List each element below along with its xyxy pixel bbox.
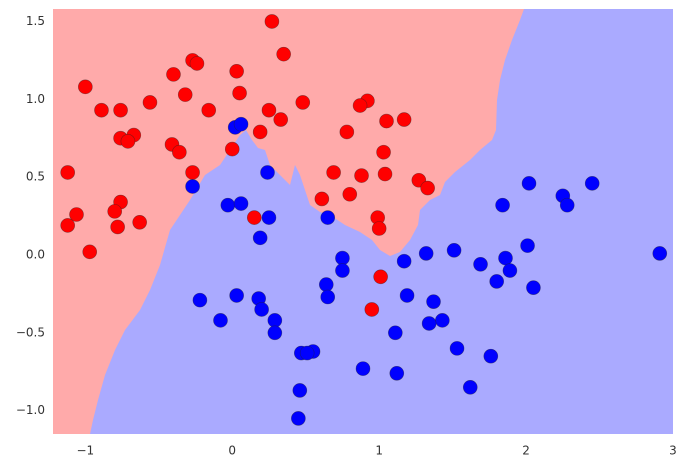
y-tick-label: 0.0 xyxy=(26,247,45,261)
point xyxy=(224,141,240,157)
point xyxy=(426,294,441,309)
point xyxy=(520,238,535,253)
point xyxy=(396,112,412,127)
point xyxy=(326,165,341,180)
point xyxy=(291,411,306,426)
point xyxy=(107,204,123,219)
point xyxy=(120,134,136,149)
point xyxy=(82,244,98,260)
x-tick-label: 1 xyxy=(375,444,383,458)
point xyxy=(559,197,575,213)
x-tick-label: 3 xyxy=(669,444,677,458)
point xyxy=(502,263,518,278)
point xyxy=(252,124,268,140)
point xyxy=(342,186,358,202)
point xyxy=(213,313,228,328)
x-tick-label: 0 xyxy=(228,444,236,458)
point xyxy=(421,316,437,331)
point xyxy=(172,144,187,160)
point xyxy=(526,280,541,295)
point xyxy=(185,179,200,194)
point xyxy=(435,313,450,328)
point xyxy=(584,176,600,191)
point xyxy=(339,124,355,140)
point xyxy=(192,292,208,308)
point xyxy=(373,269,388,285)
point xyxy=(166,67,181,82)
point xyxy=(446,243,462,258)
point xyxy=(388,325,403,341)
point xyxy=(420,180,435,196)
point xyxy=(267,325,283,341)
x-tick-label: 2 xyxy=(522,444,530,458)
point xyxy=(220,197,236,213)
point xyxy=(299,345,315,361)
point xyxy=(189,56,205,71)
point xyxy=(132,214,147,230)
y-tick-label: 1.5 xyxy=(26,14,45,28)
point xyxy=(376,144,391,160)
point xyxy=(364,302,380,317)
point xyxy=(60,218,75,233)
point xyxy=(201,102,217,118)
point xyxy=(295,95,311,110)
point xyxy=(473,257,488,272)
point xyxy=(449,341,465,356)
x-tick-label: −1 xyxy=(76,444,94,458)
point xyxy=(261,210,277,225)
y-tick-label: 1.0 xyxy=(26,92,45,106)
point xyxy=(335,263,350,278)
point xyxy=(377,166,393,182)
point xyxy=(232,85,247,101)
point xyxy=(264,14,280,29)
y-tick-label: −1.0 xyxy=(16,403,45,417)
point xyxy=(292,383,308,398)
point xyxy=(320,289,336,305)
point xyxy=(418,246,434,261)
point xyxy=(354,168,369,183)
point xyxy=(495,197,510,213)
point xyxy=(489,274,504,289)
point xyxy=(261,102,277,118)
point xyxy=(246,210,262,225)
point xyxy=(260,165,275,180)
point xyxy=(185,165,200,180)
point xyxy=(335,250,350,266)
point xyxy=(229,288,244,303)
point xyxy=(229,63,244,79)
point xyxy=(652,246,668,261)
point xyxy=(379,113,394,129)
point xyxy=(314,191,330,207)
point xyxy=(60,165,75,180)
point xyxy=(113,102,128,118)
point xyxy=(233,196,249,211)
point xyxy=(396,253,412,269)
point xyxy=(355,361,371,376)
point xyxy=(371,221,387,236)
point xyxy=(462,379,478,395)
y-tick-label: −0.5 xyxy=(16,325,45,339)
point xyxy=(320,210,336,225)
point xyxy=(521,176,537,191)
point xyxy=(94,102,109,118)
point xyxy=(276,46,291,62)
point xyxy=(389,365,405,381)
point xyxy=(233,116,249,132)
point xyxy=(399,288,415,303)
point xyxy=(318,277,334,292)
point xyxy=(252,230,268,246)
point xyxy=(69,207,84,222)
point xyxy=(177,87,193,102)
point xyxy=(110,219,125,235)
point xyxy=(273,112,289,127)
point xyxy=(352,98,368,113)
point xyxy=(498,250,513,266)
point xyxy=(267,313,283,328)
point xyxy=(78,79,93,95)
point xyxy=(142,95,158,110)
y-tick-label: 0.5 xyxy=(26,170,45,184)
point xyxy=(483,348,499,364)
point xyxy=(254,302,269,317)
